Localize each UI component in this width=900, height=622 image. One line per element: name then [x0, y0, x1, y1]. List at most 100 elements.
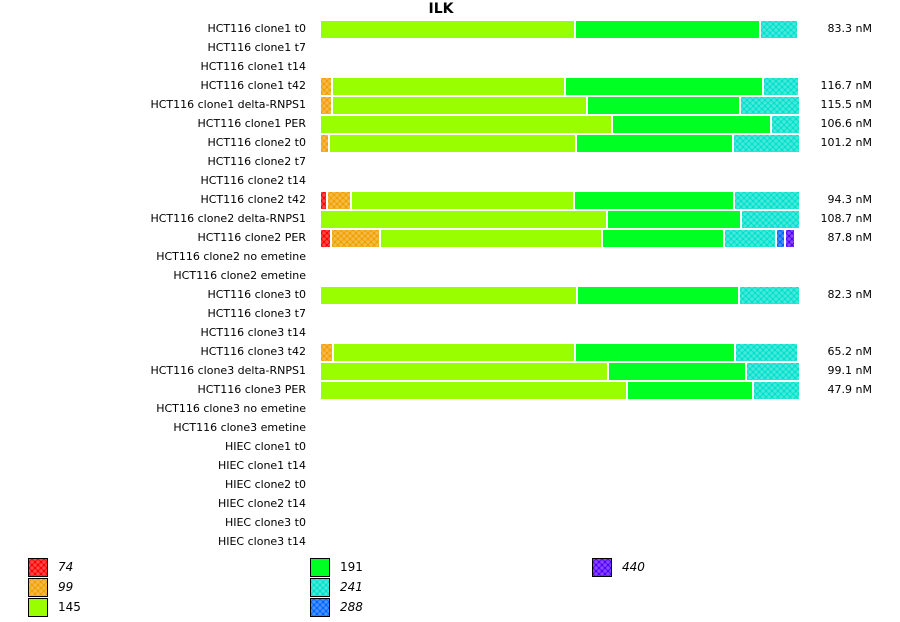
row-label: HCT116 clone2 t42	[200, 193, 306, 206]
bar-segment-74[interactable]	[321, 192, 327, 209]
row-label: HCT116 clone1 delta-RNPS1	[150, 98, 306, 111]
bar-segment-74[interactable]	[321, 230, 330, 247]
concentration-label: 87.8 nM	[827, 231, 872, 244]
concentration-label: 116.7 nM	[820, 79, 872, 92]
row-label: HIEC clone1 t14	[217, 459, 306, 472]
row-label: HCT116 clone2 PER	[197, 231, 306, 244]
bar-segment-99[interactable]	[328, 192, 351, 209]
bar-segment-440[interactable]	[785, 230, 795, 247]
bar-segment-241[interactable]	[772, 116, 799, 133]
concentration-label: 115.5 nM	[820, 98, 872, 111]
legend-label: 74	[58, 560, 74, 574]
bar-segment-191[interactable]	[576, 135, 732, 152]
bar-segment-288[interactable]	[777, 230, 784, 247]
concentration-label: 65.2 nM	[827, 345, 872, 358]
bar-segment-145[interactable]	[321, 211, 607, 228]
row-label: HCT116 clone2 t7	[207, 155, 306, 168]
concentration-label: 47.9 nM	[827, 383, 872, 396]
row-label: HIEC clone2 t0	[224, 478, 306, 491]
bar-segment-241[interactable]	[740, 97, 799, 114]
row-label: HCT116 clone3 t14	[200, 326, 306, 339]
concentration-label: 101.2 nM	[820, 136, 872, 149]
bar-segment-99[interactable]	[321, 344, 332, 361]
legend-label: 145	[58, 600, 81, 614]
row-label: HCT116 clone1 t42	[200, 79, 306, 92]
bar-segment-191[interactable]	[576, 344, 734, 361]
row-label: HCT116 clone3 t7	[207, 307, 306, 320]
row-label: HCT116 clone2 emetine	[173, 269, 306, 282]
bar-segment-191[interactable]	[565, 78, 763, 95]
concentration-label: 83.3 nM	[827, 22, 872, 35]
legend-label: 440	[622, 560, 645, 574]
concentration-label: 82.3 nM	[827, 288, 872, 301]
bar-segment-241[interactable]	[760, 21, 798, 38]
bar-segment-191[interactable]	[575, 21, 759, 38]
bar-segment-241[interactable]	[735, 192, 799, 209]
bar-segment-145[interactable]	[321, 382, 627, 399]
bar-segment-99[interactable]	[321, 97, 331, 114]
row-label: HCT116 clone2 t0	[207, 136, 306, 149]
legend-label: 191	[340, 560, 363, 574]
bar-segment-145[interactable]	[321, 287, 576, 304]
row-label: HCT116 clone2 t14	[200, 174, 306, 187]
bar-segment-191[interactable]	[577, 287, 738, 304]
legend-swatch-440[interactable]	[592, 558, 612, 577]
concentration-label: 99.1 nM	[827, 364, 872, 377]
row-label: HIEC clone1 t0	[224, 440, 306, 453]
legend-swatch-145[interactable]	[28, 598, 48, 617]
row-label: HCT116 clone1 PER	[197, 117, 306, 130]
row-label: HCT116 clone3 t42	[200, 345, 306, 358]
bar-segment-241[interactable]	[742, 211, 799, 228]
bar-segment-241[interactable]	[735, 344, 798, 361]
legend-swatch-288[interactable]	[310, 598, 330, 617]
bar-segment-145[interactable]	[333, 97, 586, 114]
legend-swatch-191[interactable]	[310, 558, 330, 577]
bar-segment-145[interactable]	[333, 78, 564, 95]
bar-segment-145[interactable]	[321, 21, 574, 38]
row-label: HCT116 clone3 delta-RNPS1	[150, 364, 306, 377]
bar-segment-145[interactable]	[321, 363, 607, 380]
concentration-label: 106.6 nM	[820, 117, 872, 130]
bar-segment-191[interactable]	[612, 116, 771, 133]
bar-segment-241[interactable]	[724, 230, 776, 247]
bar-segment-145[interactable]	[352, 192, 574, 209]
bar-segment-99[interactable]	[321, 78, 331, 95]
legend-label: 288	[340, 600, 363, 614]
bar-segment-145[interactable]	[329, 135, 575, 152]
row-label: HCT116 clone1 t0	[207, 22, 306, 35]
bar-segment-99[interactable]	[321, 135, 328, 152]
concentration-label: 94.3 nM	[827, 193, 872, 206]
row-label: HCT116 clone1 t14	[200, 60, 306, 73]
bar-segment-241[interactable]	[754, 382, 799, 399]
concentration-label: 108.7 nM	[820, 212, 872, 225]
bar-segment-99[interactable]	[331, 230, 379, 247]
row-label: HIEC clone3 t14	[217, 535, 306, 548]
legend-swatch-74[interactable]	[28, 558, 48, 577]
legend-swatch-241[interactable]	[310, 578, 330, 597]
bar-segment-241[interactable]	[746, 363, 799, 380]
row-label: HCT116 clone1 t7	[207, 41, 306, 54]
bar-segment-191[interactable]	[575, 192, 734, 209]
bar-segment-145[interactable]	[321, 116, 611, 133]
bar-segment-241[interactable]	[764, 78, 798, 95]
bar-segment-191[interactable]	[609, 363, 745, 380]
legend-swatch-99[interactable]	[28, 578, 48, 597]
bar-segment-145[interactable]	[333, 344, 575, 361]
bar-segment-145[interactable]	[381, 230, 602, 247]
row-label: HCT116 clone2 delta-RNPS1	[150, 212, 306, 225]
legend-label: 99	[58, 580, 74, 594]
chart-title: ILK	[428, 1, 454, 17]
legend-label: 241	[340, 580, 363, 594]
row-label: HCT116 clone3 no emetine	[156, 402, 306, 415]
bar-segment-241[interactable]	[733, 135, 799, 152]
bar-segment-241[interactable]	[739, 287, 799, 304]
bar-segment-191[interactable]	[628, 382, 753, 399]
row-label: HCT116 clone3 emetine	[173, 421, 306, 434]
row-label: HCT116 clone3 PER	[197, 383, 306, 396]
bar-segment-191[interactable]	[603, 230, 723, 247]
bar-segment-191[interactable]	[608, 211, 741, 228]
bar-segment-191[interactable]	[587, 97, 739, 114]
row-label: HCT116 clone3 t0	[207, 288, 306, 301]
row-label: HIEC clone3 t0	[224, 516, 306, 529]
row-label: HIEC clone2 t14	[217, 497, 306, 510]
